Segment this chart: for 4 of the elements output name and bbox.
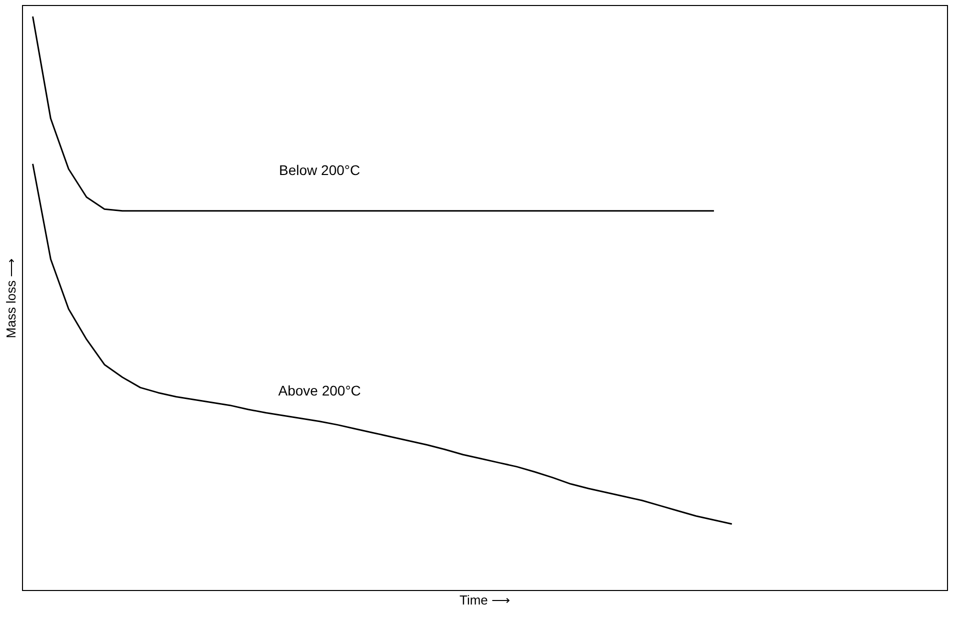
x-axis-title: Time ⟶ bbox=[459, 592, 511, 608]
text: Below 200°C bbox=[279, 162, 360, 178]
series-label: Above 200°C bbox=[278, 382, 361, 398]
y-axis-title: Mass loss ⟶ bbox=[4, 258, 18, 338]
